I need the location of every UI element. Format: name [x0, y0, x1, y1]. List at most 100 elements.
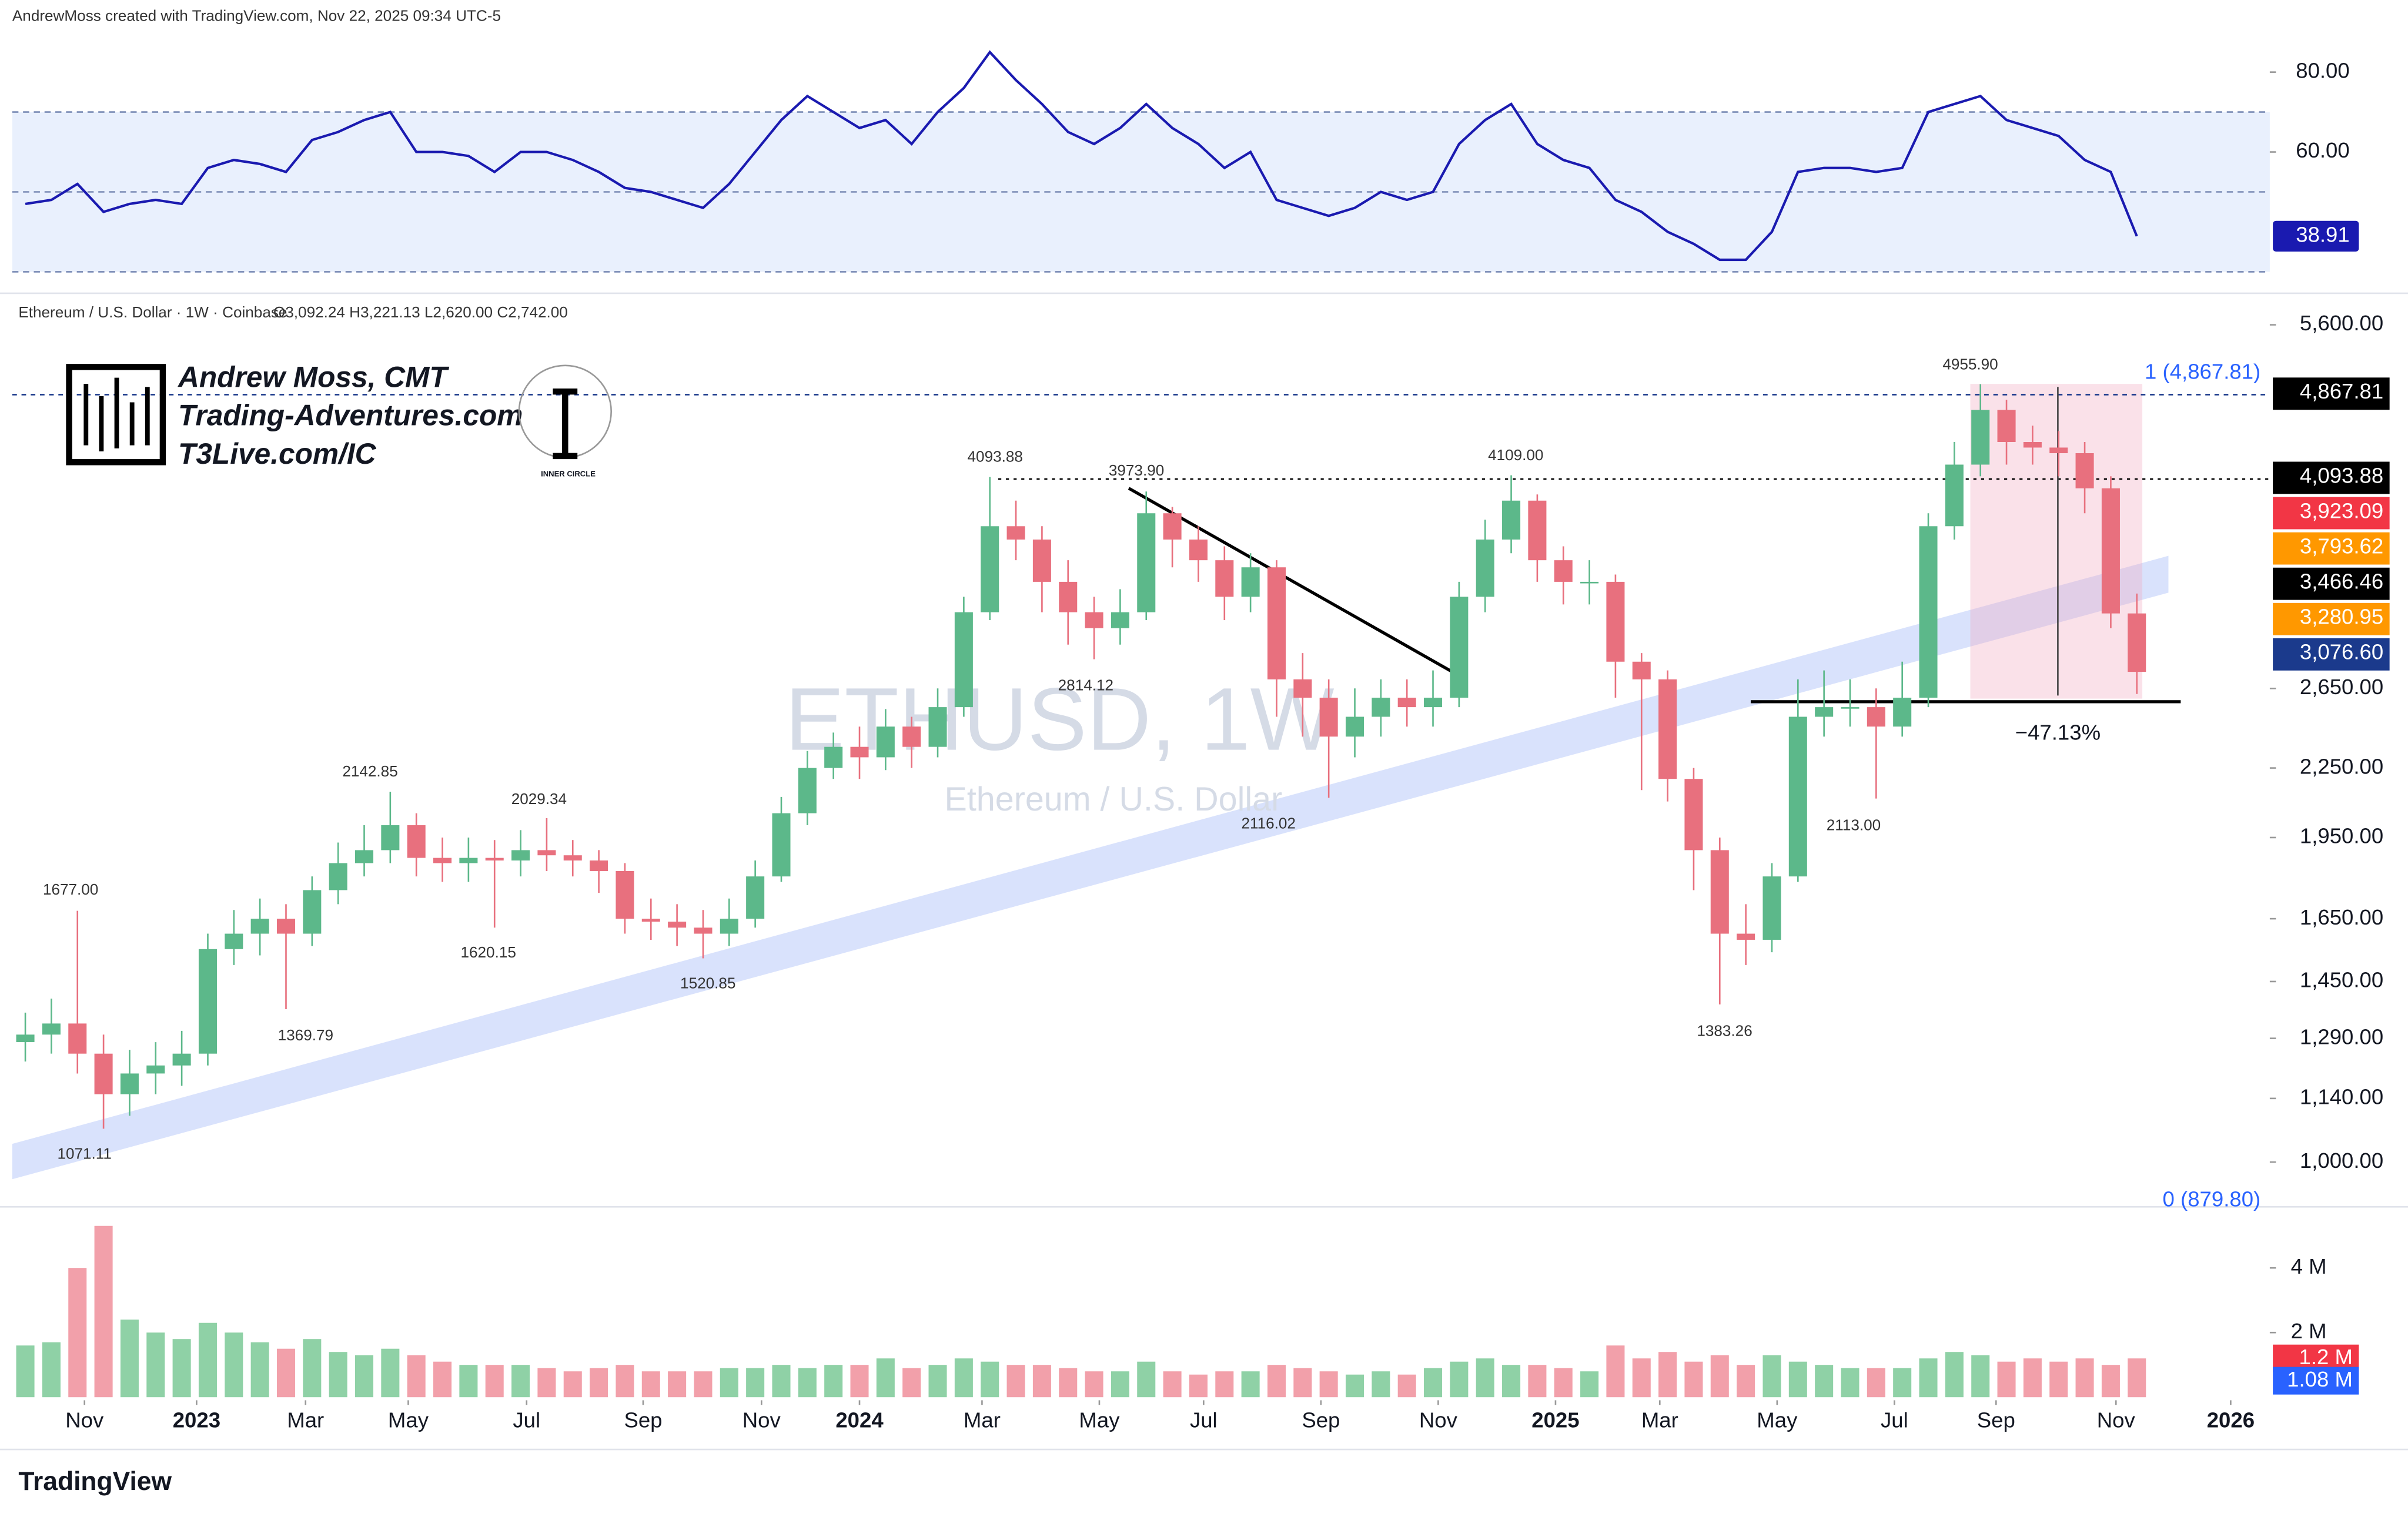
x-tick-label: Sep [1302, 1408, 1340, 1432]
volume-bar [1476, 1358, 1494, 1398]
price-label: 2116.02 [1241, 815, 1295, 832]
candle-body [1762, 876, 1781, 940]
candle-body [1319, 698, 1338, 737]
volume-bar [1658, 1352, 1677, 1398]
volume-bar [329, 1352, 347, 1398]
x-tick-label: 2025 [1531, 1408, 1579, 1432]
volume-bar [1293, 1368, 1312, 1398]
volume-bar [407, 1355, 426, 1398]
volume-bar [1841, 1368, 1859, 1398]
candle-body [1397, 698, 1416, 708]
volume-bar [433, 1361, 452, 1398]
volume-bar [68, 1268, 87, 1398]
volume-bar [1345, 1374, 1364, 1398]
candle-body [1945, 464, 1964, 527]
x-tick-label: Nov [65, 1408, 104, 1432]
price-label: 1369.79 [278, 1026, 333, 1044]
candle-body [772, 813, 791, 877]
volume-bar [1502, 1365, 1521, 1398]
volume-bar [1241, 1371, 1260, 1398]
volume-bar [2128, 1358, 2146, 1398]
volume-bar [16, 1345, 35, 1398]
candle-body [42, 1023, 61, 1035]
volume-bar [1971, 1355, 1990, 1398]
axis-badge [2273, 497, 2390, 530]
candle-body [563, 855, 582, 861]
candle-body [1919, 526, 1938, 698]
candle-body [1163, 513, 1182, 540]
candle-body [824, 746, 843, 768]
candle-body [616, 871, 634, 919]
value-badge [2273, 220, 2359, 252]
candle-body [1215, 560, 1234, 597]
logo-i [553, 388, 578, 460]
volume-bar [1867, 1368, 1885, 1398]
x-tick-label: 2023 [173, 1408, 220, 1432]
candle-body [981, 526, 999, 612]
axis-badge [2273, 602, 2390, 635]
volume-bar [1945, 1352, 1964, 1398]
candle-body [1632, 661, 1651, 679]
candle-body [1345, 716, 1364, 737]
volume-badge-label: 1.2 M [2299, 1345, 2353, 1369]
candle-body [2075, 453, 2094, 488]
candle-body [276, 919, 296, 934]
volume-bar [537, 1368, 556, 1398]
y-tick-label: 80.00 [2296, 58, 2350, 82]
candle-body [198, 949, 217, 1054]
volume-bar [485, 1365, 504, 1398]
candle-body [746, 876, 765, 919]
volume-bar [1554, 1368, 1573, 1398]
candle-body [354, 850, 374, 863]
candle-body [1606, 581, 1625, 662]
axis-badge [2273, 532, 2390, 565]
volume-bar [225, 1332, 243, 1398]
volume-bar [616, 1365, 634, 1398]
price-label: 2113.00 [1827, 816, 1881, 833]
candle-body [381, 825, 400, 850]
price-label: 2814.12 [1058, 677, 1113, 694]
candle-body [1476, 539, 1494, 597]
candle-body [2128, 613, 2146, 672]
logo-site: Trading-Adventures.com [178, 399, 523, 432]
volume-bar [902, 1368, 921, 1398]
price-label: 1383.26 [1697, 1022, 1752, 1039]
axis-badge-label: 3,793.62 [2300, 534, 2383, 558]
volume-bar [746, 1368, 765, 1398]
candle-body [459, 858, 478, 863]
y-tick-label: 4 M [2291, 1254, 2327, 1278]
candle-body [1032, 539, 1051, 582]
candle-body [16, 1034, 35, 1043]
candle-body [798, 768, 817, 813]
candle-body [1710, 850, 1729, 934]
candle-body [954, 612, 973, 708]
volume-bar [1215, 1371, 1234, 1398]
volume-bar [772, 1365, 791, 1398]
logo-box [66, 364, 166, 466]
candle-body [120, 1073, 139, 1094]
price-label: 3973.90 [1109, 461, 1164, 479]
candle-body [1815, 707, 1834, 717]
volume-bar [1424, 1368, 1443, 1398]
volume-bar [1006, 1365, 1025, 1398]
volume-bar [1163, 1371, 1182, 1398]
volume-bar [198, 1322, 217, 1398]
volume-bar [1788, 1361, 1807, 1398]
candle-body [250, 919, 269, 934]
y-tick-label: 2,250.00 [2300, 754, 2383, 778]
candle-body [1372, 698, 1390, 717]
candle-body [1293, 679, 1312, 698]
volume-bar [94, 1225, 113, 1398]
volume-bar [303, 1339, 322, 1398]
price-label: 1071.11 [57, 1144, 111, 1162]
price-label: 4109.00 [1488, 446, 1543, 464]
price-label: 1620.15 [460, 943, 516, 961]
fib-label: 0 (879.80) [2163, 1187, 2261, 1211]
volume-bar [1372, 1371, 1390, 1398]
candle-body [407, 825, 426, 858]
x-tick-label: 2026 [2207, 1408, 2255, 1432]
candle-body [1085, 612, 1103, 628]
volume-bar [1528, 1365, 1547, 1398]
candle-body [694, 927, 713, 934]
